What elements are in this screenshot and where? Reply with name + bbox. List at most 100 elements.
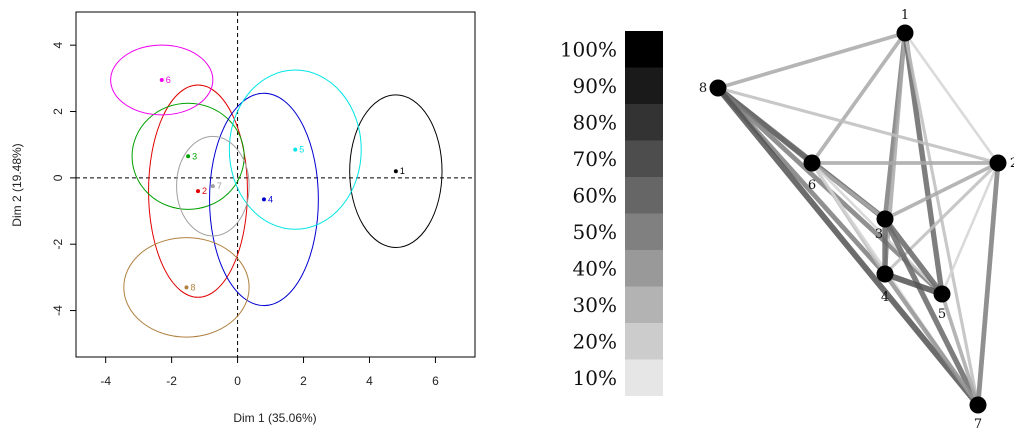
legend-label: 30%	[573, 293, 617, 317]
legend-label: 10%	[573, 366, 617, 390]
edge-1-6	[810, 31, 907, 165]
legend-swatch	[625, 140, 663, 177]
point-label-2: 2	[202, 186, 207, 196]
grayscale-legend: 100% 90% 80% 70% 60% 50% 40% 30% 20% 10%	[560, 31, 663, 396]
node-7	[969, 396, 987, 414]
point-7	[210, 184, 215, 189]
plot-frame	[75, 11, 476, 358]
confidence-ellipses	[110, 44, 443, 338]
confidence-ellipse-8	[123, 237, 250, 338]
graph-edges	[715, 30, 1001, 408]
legend-swatch	[625, 286, 663, 323]
legend-label: 20%	[573, 329, 617, 353]
point-label-1: 1	[400, 166, 405, 176]
y-axis-label: Dim 2 (19.48%)	[10, 143, 24, 226]
legend-label: 70%	[573, 147, 617, 171]
point-label-7: 7	[217, 181, 222, 191]
legend-swatch	[625, 359, 663, 396]
legend-swatch	[625, 67, 663, 104]
node-3	[876, 210, 894, 228]
node-label-8: 8	[699, 81, 707, 96]
point-5	[293, 147, 298, 152]
y-tick-label: 2	[51, 108, 65, 115]
network-graph: 1 2 3 4 5 6 7 8	[699, 8, 1014, 428]
point-label-8: 8	[190, 282, 195, 292]
edge-8-2	[716, 86, 1000, 165]
confidence-ellipse-2	[148, 84, 248, 298]
point-label-4: 4	[268, 194, 273, 204]
x-tick-label: 4	[366, 374, 373, 388]
confidence-ellipse-6	[110, 44, 214, 116]
edge-1-8	[716, 31, 907, 90]
point-2	[196, 189, 201, 194]
confidence-ellipse-1	[349, 94, 443, 249]
edge-1-2	[903, 31, 1000, 165]
legend-label: 90%	[573, 74, 617, 98]
x-axis-label: Dim 1 (35.06%)	[233, 411, 316, 425]
confidence-ellipse-4	[209, 92, 319, 307]
legend-swatch	[625, 104, 663, 141]
edge-8-7	[715, 85, 981, 408]
node-4	[876, 265, 894, 283]
graph-nodes: 1 2 3 4 5 6 7 8	[699, 8, 1014, 428]
x-tick-label: -2	[166, 374, 177, 388]
node-label-3: 3	[875, 227, 883, 242]
edge-4-7	[882, 271, 981, 408]
edge-3-7	[882, 216, 981, 408]
point-label-5: 5	[299, 145, 304, 155]
edge-3-5	[882, 216, 945, 297]
legend-label: 60%	[573, 183, 617, 207]
edge-4-5	[882, 271, 945, 297]
x-tick-label: -4	[100, 374, 111, 388]
legend-swatch	[625, 250, 663, 287]
edge-1-4	[883, 31, 907, 276]
confidence-ellipse-7	[176, 135, 250, 237]
legend-label: 40%	[573, 256, 617, 280]
x-axis-ticks: -4 -2 0 2 4 6	[100, 357, 439, 388]
legend-swatch	[625, 177, 663, 214]
x-tick-label: 6	[432, 374, 439, 388]
x-tick-label: 2	[300, 374, 307, 388]
edge-2-5	[940, 161, 1000, 296]
legend-label: 50%	[573, 220, 617, 244]
edge-2-7	[975, 160, 1001, 408]
node-label-5: 5	[938, 307, 946, 322]
node-label-2: 2	[1010, 156, 1014, 171]
y-tick-label: -4	[51, 305, 65, 316]
point-8	[184, 285, 189, 290]
legend-label: 80%	[573, 110, 617, 134]
point-6	[159, 78, 164, 83]
confidence-ellipse-5	[228, 69, 362, 230]
point-3	[186, 154, 191, 159]
node-label-6: 6	[808, 178, 816, 193]
node-8	[709, 79, 727, 97]
edge-6-3	[810, 161, 887, 221]
edge-5-7	[940, 292, 980, 407]
legend-label: 100%	[560, 37, 617, 61]
point-label-3: 3	[192, 151, 197, 161]
node-label-4: 4	[881, 290, 889, 305]
node-label-7: 7	[974, 417, 982, 428]
node-6	[803, 154, 821, 172]
point-1	[393, 169, 398, 174]
y-axis-ticks: -4 -2 0 2 4	[51, 42, 76, 316]
y-tick-label: -2	[51, 239, 65, 250]
node-1	[896, 24, 914, 42]
point-label-6: 6	[166, 75, 171, 85]
legend-swatch	[625, 31, 663, 68]
point-4	[261, 197, 266, 202]
edge-6-5	[810, 161, 944, 296]
x-tick-label: 0	[234, 374, 241, 388]
legend-swatch	[625, 213, 663, 250]
y-tick-label: 4	[51, 42, 65, 49]
factor-map-panel: -4 -2 0 2 4 6 -4 -2 0 2 4 1 2 3 4 5 6 7 8 Dim 1 (35.06%)…	[10, 11, 476, 425]
node-2	[989, 154, 1007, 172]
confidence-ellipse-3	[131, 102, 245, 210]
node-label-1: 1	[901, 8, 909, 23]
edge-2-3	[883, 161, 1000, 221]
y-tick-label: 0	[51, 174, 65, 181]
node-5	[933, 285, 951, 303]
legend-swatch	[625, 323, 663, 360]
individual-points: 1 2 3 4 5 6 7 8	[159, 75, 405, 292]
